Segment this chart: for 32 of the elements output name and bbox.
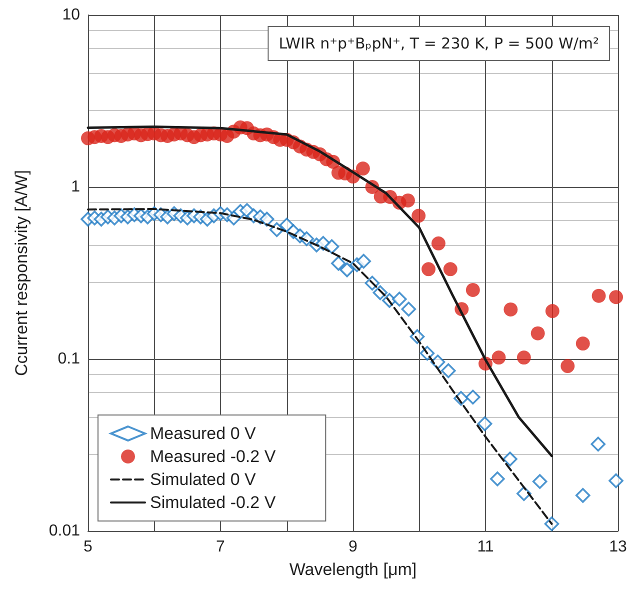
x-tick-label: 13 (609, 538, 627, 556)
point (532, 474, 548, 489)
point (259, 212, 274, 227)
x-tick-label: 9 (348, 538, 358, 556)
legend-label: Measured -0.2 V (150, 447, 276, 466)
point (575, 488, 590, 503)
x-tick-label: 7 (216, 538, 226, 556)
point (331, 256, 346, 271)
legend-label: Measured 0 V (150, 424, 256, 443)
point (324, 239, 340, 254)
y-tick-label: 10 (62, 6, 80, 24)
y-tick-label: 0.01 (48, 522, 80, 540)
point (356, 254, 371, 269)
point (392, 292, 407, 306)
point (608, 473, 624, 488)
point (502, 452, 518, 466)
y-tick-label: 1 (71, 178, 80, 196)
point (401, 302, 416, 317)
x-tick-label: 11 (477, 538, 494, 556)
x-axis-title: Wavelength [μm] (289, 560, 417, 579)
point (340, 262, 354, 278)
y-tick-label: 0.1 (58, 350, 80, 368)
legend-label: Simulated 0 V (150, 470, 256, 489)
annotation: LWIR n⁺p⁺BₚpN⁺, T = 230 K, P = 500 W/m² (278, 34, 599, 52)
point (490, 471, 505, 486)
point (466, 390, 480, 405)
point (441, 363, 456, 378)
legend-label: Simulated -0.2 V (150, 493, 276, 512)
point (590, 436, 606, 452)
point (477, 416, 492, 432)
y-axis-title: Ccurrent responsivity [A/W] (12, 170, 31, 376)
x-tick-label: 5 (84, 538, 93, 556)
